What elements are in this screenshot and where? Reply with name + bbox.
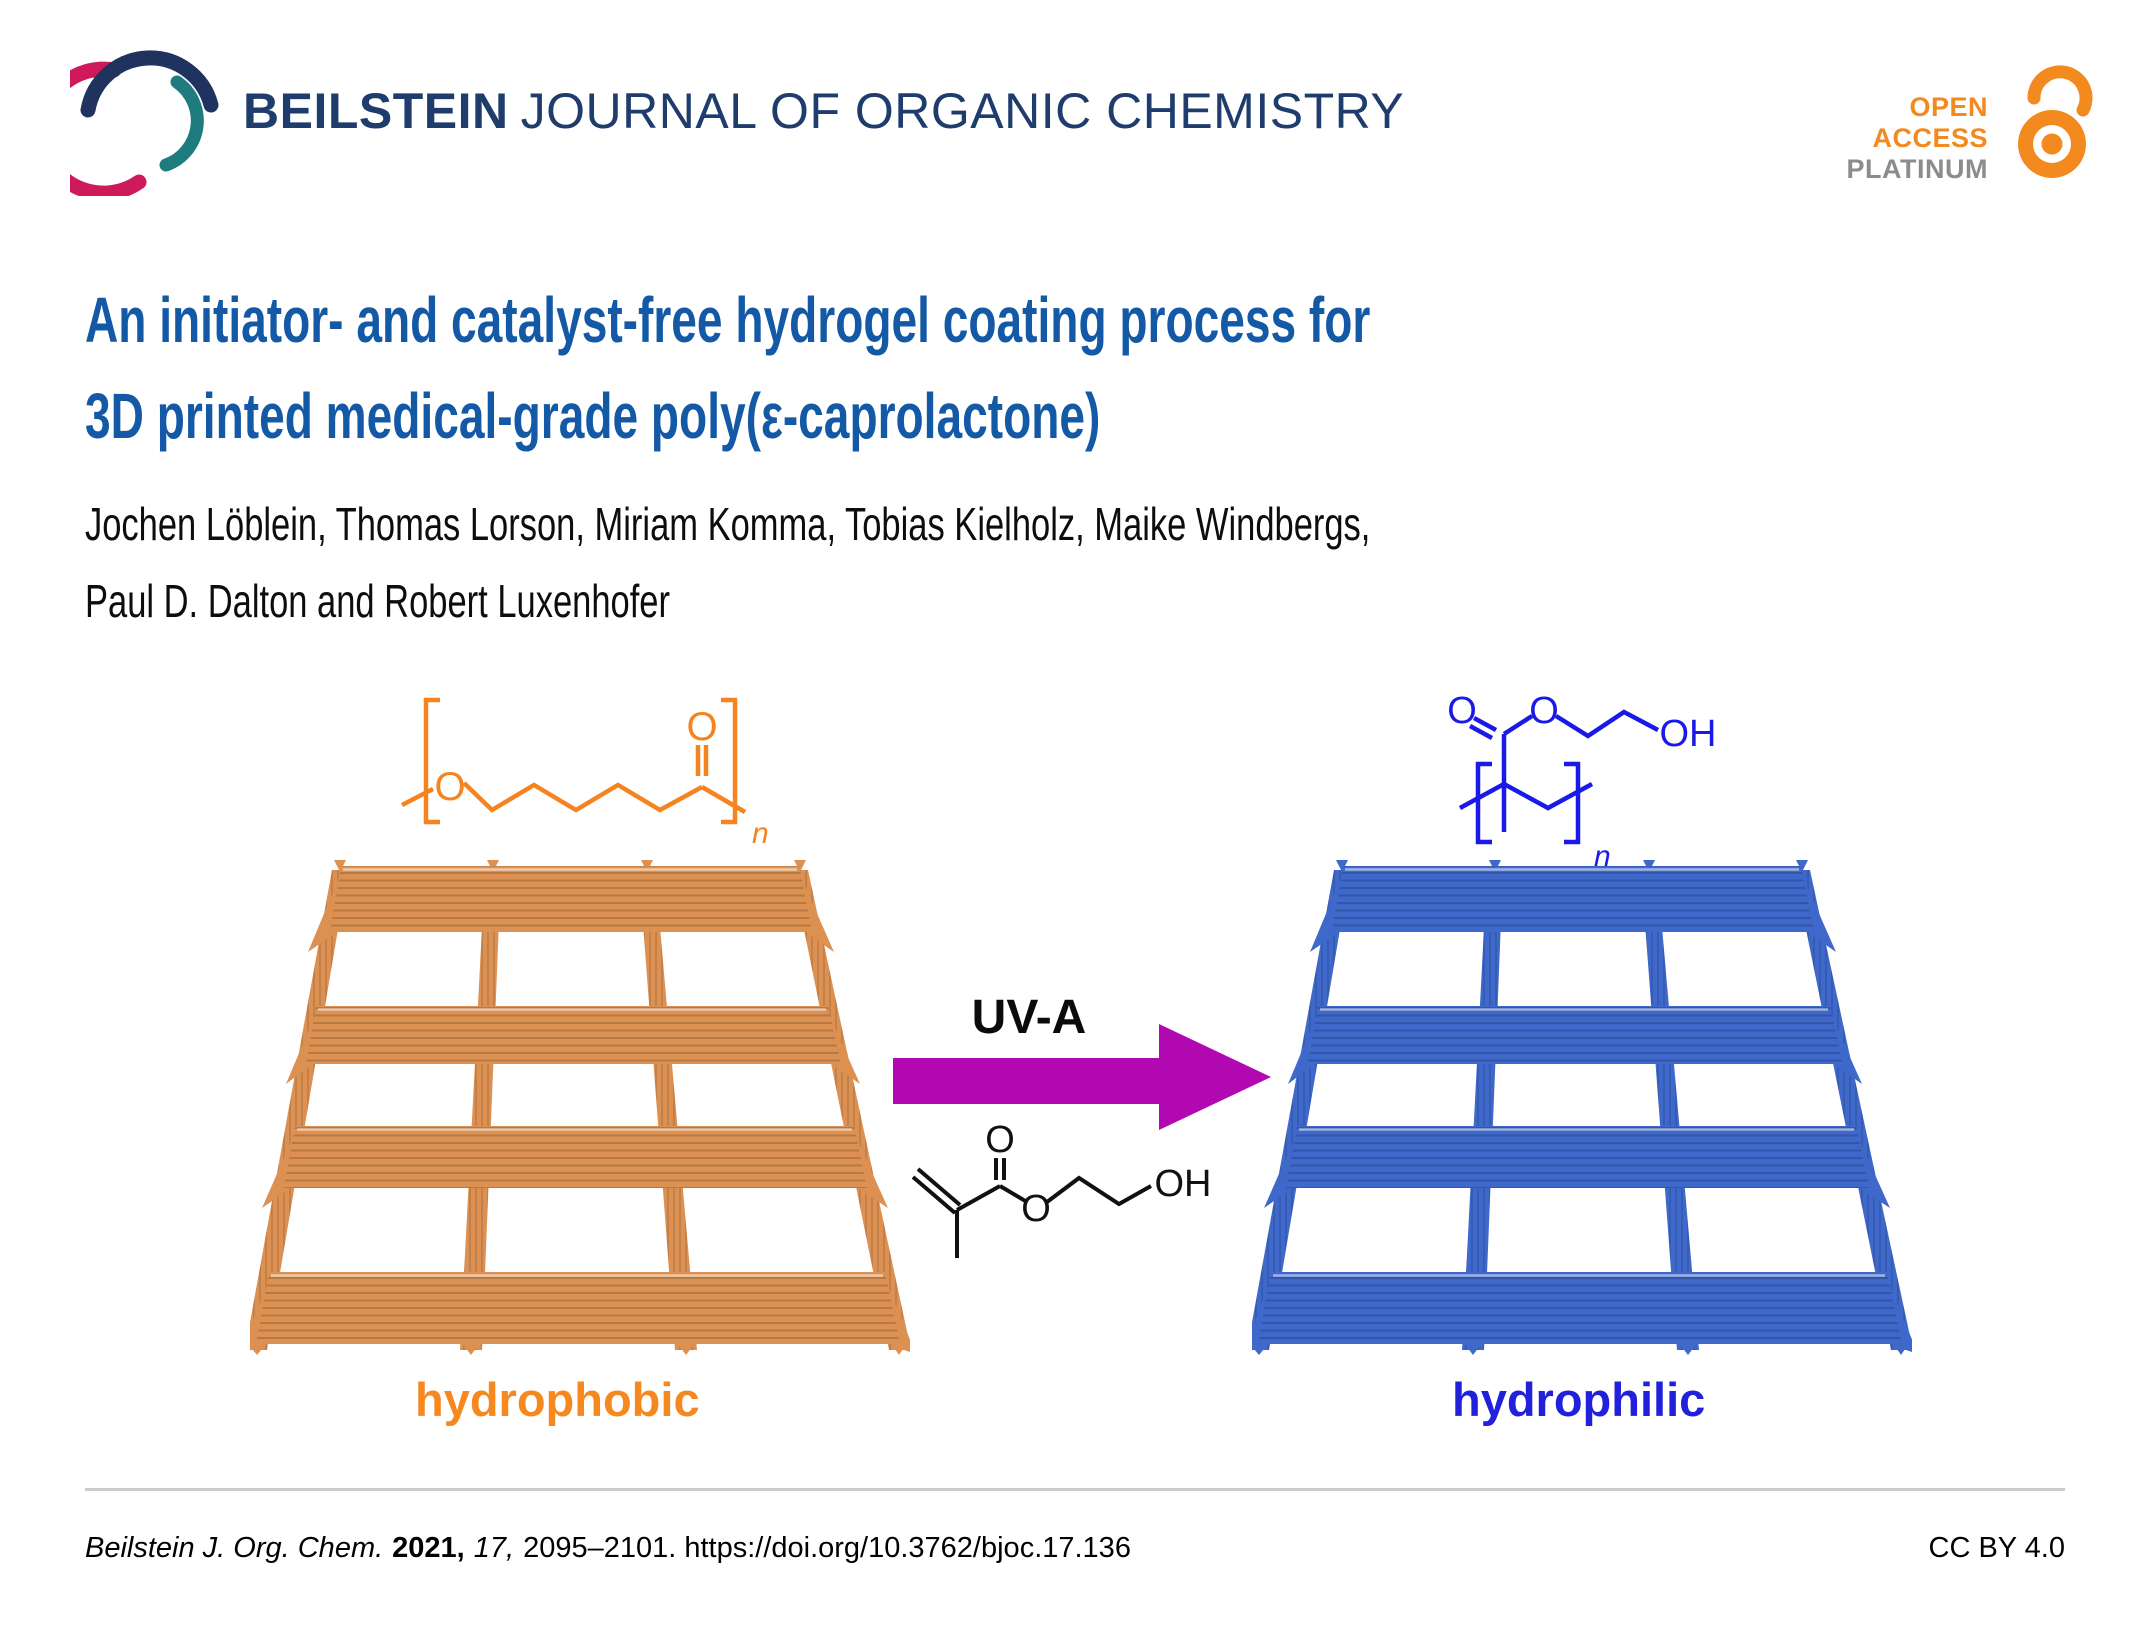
open-access-badge: OPEN ACCESS PLATINUM — [1847, 50, 2098, 185]
hema-monomer-structure: O O OH — [911, 1120, 1212, 1258]
footer-divider — [85, 1488, 2065, 1491]
pcl-scaffold-image — [250, 860, 910, 1355]
citation-volume: 17, — [473, 1532, 515, 1564]
pcl-carbonyl-oxygen-label: O — [686, 705, 717, 749]
citation-journal: Beilstein J. Org. Chem. — [85, 1532, 384, 1564]
hydrogel-coated-scaffold-image — [1252, 860, 1912, 1355]
open-access-word3: PLATINUM — [1846, 154, 1988, 184]
license-label: CC BY 4.0 — [1928, 1532, 2065, 1564]
author-list-line1: Jochen Löblein, Thomas Lorson, Miriam Ko… — [85, 498, 1371, 550]
citation-pages-doi: 2095–2101. https://doi.org/10.3762/bjoc.… — [523, 1532, 1131, 1564]
hema-hydroxyl-label: OH — [1155, 1163, 1212, 1205]
open-access-word1: OPEN — [1909, 92, 1988, 122]
phema-structure: O O OH n — [1447, 690, 1717, 873]
journal-name: BEILSTEIN JOURNAL OF ORGANIC CHEMISTRY — [243, 82, 1404, 140]
article-title-line1: An initiator- and catalyst-free hydrogel… — [85, 284, 1371, 356]
phema-ester-oxygen-label: O — [1529, 690, 1559, 732]
hydrophobic-label: hydrophobic — [415, 1373, 700, 1426]
author-list-line2: Paul D. Dalton and Robert Luxenhofer — [85, 575, 670, 627]
hydrophilic-label: hydrophilic — [1452, 1373, 1706, 1426]
open-access-text: OPEN ACCESS PLATINUM — [1847, 92, 1988, 185]
pcl-repeat-unit-structure: O O n — [400, 697, 769, 850]
uv-a-label: UV-A — [971, 991, 1087, 1044]
open-access-lock-icon — [2018, 65, 2093, 178]
journal-name-bold: BEILSTEIN — [243, 83, 509, 139]
open-access-word2: ACCESS — [1872, 123, 1988, 153]
article-title-line2: 3D printed medical-grade poly(ε-caprolac… — [85, 380, 1101, 452]
article-title: An initiator- and catalyst-free hydrogel… — [85, 272, 1870, 464]
phema-subscript-n: n — [1594, 840, 1611, 873]
citation-year: 2021, — [392, 1532, 465, 1564]
citation: Beilstein J. Org. Chem. 2021, 17, 2095–2101… — [85, 1532, 1140, 1565]
pcl-subscript-n: n — [752, 817, 769, 850]
author-list: Jochen Löblein, Thomas Lorson, Miriam Ko… — [85, 486, 1799, 640]
pcl-ether-oxygen-label: O — [434, 765, 465, 809]
phema-hydroxyl-label: OH — [1660, 713, 1717, 755]
phema-carbonyl-oxygen-label: O — [1447, 690, 1477, 732]
hema-ester-oxygen-label: O — [1021, 1188, 1051, 1230]
hema-carbonyl-oxygen-label: O — [985, 1120, 1015, 1161]
reaction-arrow-icon — [893, 1024, 1271, 1130]
beilstein-logo-icon — [70, 50, 219, 196]
journal-name-regular: JOURNAL OF ORGANIC CHEMISTRY — [520, 83, 1405, 139]
